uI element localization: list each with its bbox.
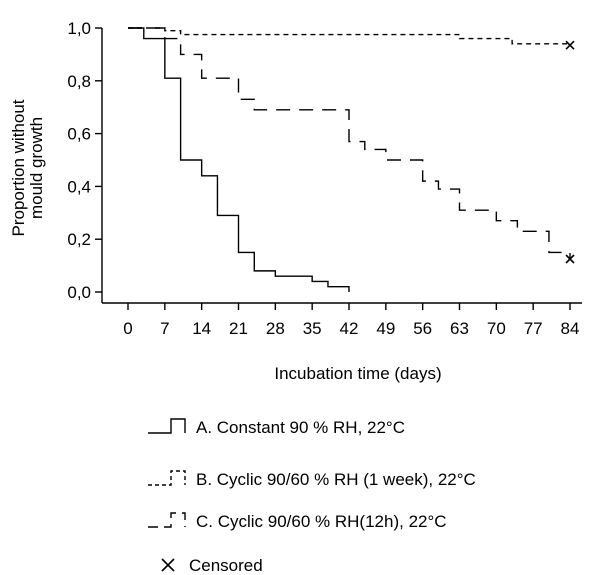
legend-item-c: C. Cyclic 90/60 % RH(12h), 22°C [148,512,447,531]
y-axis-label-line-2: mould growth [27,117,46,219]
legend-symbol-b [148,470,186,486]
y-tick-label: 0,0 [67,283,91,302]
legend-symbol-a [148,418,186,434]
x-tick-label: 14 [192,319,211,338]
legend-label-b: B. Cyclic 90/60 % RH (1 week), 22°C [196,470,476,489]
x-ticks: 0 7 14 21 28 35 42 49 56 63 70 77 84 [123,303,579,338]
x-tick-label: 7 [160,319,169,338]
x-tick-label: 63 [450,319,469,338]
censored-marker [565,254,575,264]
legend-symbol-c [148,512,186,528]
y-tick-label: 0,6 [67,125,91,144]
y-axis-label-line-1: Proportion without [9,99,28,236]
legend-item-a: A. Constant 90 % RH, 22°C [148,418,405,437]
x-tick-label: 28 [266,319,285,338]
legend: A. Constant 90 % RH, 22°C B. Cyclic 90/6… [148,418,476,575]
x-tick-label: 56 [413,319,432,338]
censored-marker [565,40,575,50]
x-tick-label: 0 [123,319,132,338]
legend-label-a: A. Constant 90 % RH, 22°C [196,418,405,437]
x-tick-label: 35 [303,319,322,338]
x-axis-label: Incubation time (days) [274,364,441,383]
curve-b [128,27,570,45]
legend-label-censored: Censored [189,556,263,575]
y-tick-label: 0,4 [67,177,91,196]
legend-item-censored: Censored [161,556,263,575]
y-tick-label: 0,2 [67,230,91,249]
curve-c [128,27,571,258]
x-tick-label: 70 [487,319,506,338]
legend-item-b: B. Cyclic 90/60 % RH (1 week), 22°C [148,470,476,489]
censored-icon [161,558,175,572]
y-tick-label: 0,8 [67,72,91,91]
x-tick-label: 49 [376,319,395,338]
x-tick-label: 42 [340,319,359,338]
y-tick-label: 1,0 [67,19,91,38]
legend-label-c: C. Cyclic 90/60 % RH(12h), 22°C [196,512,447,531]
survival-curves [128,27,575,292]
x-tick-label: 21 [229,319,248,338]
curve-a [128,27,350,292]
x-tick-label: 84 [561,319,580,338]
x-tick-label: 77 [524,319,543,338]
y-ticks: 0,0 0,2 0,4 0,6 0,8 1,0 [67,19,102,302]
